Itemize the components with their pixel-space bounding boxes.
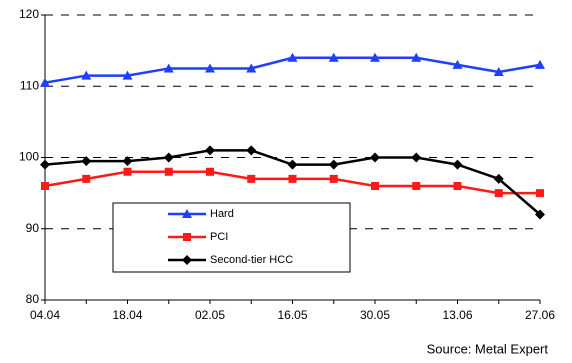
y-tick-label: 90	[26, 221, 40, 235]
marker	[41, 182, 49, 190]
legend-box	[112, 202, 351, 273]
marker	[493, 67, 504, 76]
marker	[82, 174, 91, 183]
marker	[206, 167, 214, 176]
marker	[536, 189, 544, 198]
legend-label: PCI	[210, 231, 228, 243]
marker	[287, 52, 298, 62]
marker	[246, 63, 257, 73]
marker	[535, 59, 545, 69]
marker	[493, 173, 504, 184]
marker	[163, 63, 174, 73]
marker	[535, 209, 545, 220]
marker	[122, 156, 133, 167]
marker	[123, 167, 132, 176]
marker	[328, 159, 339, 170]
marker	[40, 77, 50, 87]
marker	[163, 152, 174, 163]
x-tick-label: 30.05	[360, 308, 390, 322]
marker	[288, 174, 297, 183]
marker	[411, 52, 422, 62]
marker	[183, 233, 191, 241]
x-tick-label: 27.06	[525, 308, 555, 322]
marker	[370, 152, 380, 163]
y-tick-label: 120	[19, 7, 39, 21]
marker	[40, 159, 50, 170]
marker	[205, 145, 215, 156]
marker	[205, 63, 215, 73]
marker	[81, 70, 92, 80]
legend: Hard PCI Second-tier HCC	[112, 202, 351, 273]
x-tick-label: 02.05	[195, 308, 225, 322]
x-tick-label: 13.06	[442, 308, 472, 322]
marker	[452, 159, 463, 170]
x-tick-label: 18.04	[112, 308, 142, 322]
marker	[453, 182, 462, 190]
y-tick-label: 110	[20, 78, 39, 92]
legend-label: Second-tier HCC	[210, 254, 293, 266]
x-tick-label: 04.04	[30, 308, 60, 322]
marker	[247, 174, 256, 183]
marker	[287, 159, 298, 170]
marker	[246, 145, 257, 156]
marker	[412, 182, 421, 190]
y-tick-label: 80	[26, 292, 40, 306]
marker	[122, 70, 133, 80]
marker	[81, 156, 92, 167]
marker	[182, 255, 192, 265]
marker	[328, 52, 339, 62]
marker	[164, 167, 173, 176]
marker	[494, 189, 503, 198]
x-tick-label: 16.05	[277, 308, 307, 322]
marker	[329, 174, 338, 183]
marker	[370, 52, 380, 62]
marker	[371, 182, 379, 190]
marker	[452, 59, 463, 69]
legend-label: Hard	[210, 208, 234, 220]
source-note: Source: Metal Expert	[427, 341, 549, 356]
marker	[411, 152, 422, 163]
y-tick-label: 100	[19, 150, 39, 164]
marker	[182, 209, 192, 218]
